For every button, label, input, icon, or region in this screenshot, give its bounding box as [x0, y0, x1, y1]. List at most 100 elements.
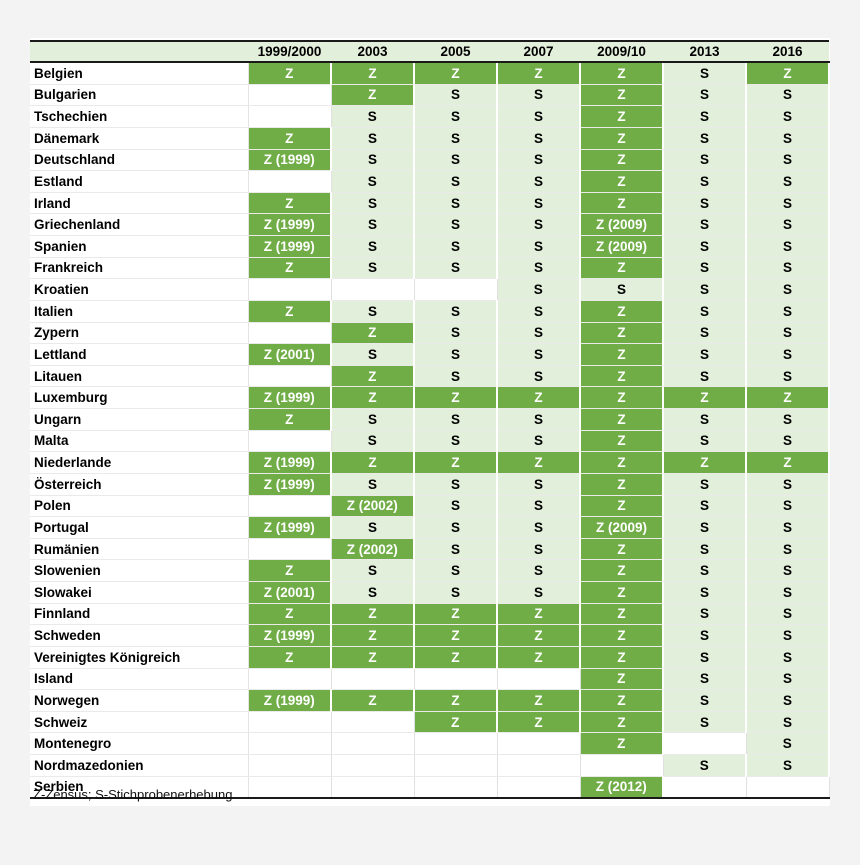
- zensus-cell: Z: [580, 538, 664, 561]
- country-cell: Finnland: [30, 603, 249, 626]
- stichprobe-cell: S: [414, 408, 498, 431]
- empty-cell: [663, 776, 747, 800]
- empty-cell: [414, 278, 498, 301]
- stichprobe-cell: S: [663, 62, 747, 85]
- zensus-cell: Z: [580, 62, 664, 85]
- zensus-cell: Z: [580, 365, 664, 388]
- zensus-cell: Z: [331, 365, 415, 388]
- stichprobe-cell: S: [746, 603, 830, 626]
- stichprobe-cell: S: [497, 213, 581, 236]
- stichprobe-cell: S: [414, 300, 498, 323]
- stichprobe-cell: S: [497, 343, 581, 366]
- stichprobe-cell: S: [497, 495, 581, 518]
- stichprobe-cell: S: [414, 559, 498, 582]
- stichprobe-cell: S: [497, 127, 581, 150]
- stichprobe-cell: S: [331, 235, 415, 258]
- stichprobe-cell: S: [414, 581, 498, 604]
- header-year: 2016: [746, 40, 829, 63]
- country-cell: Slowenien: [30, 559, 249, 582]
- stichprobe-cell: S: [746, 365, 830, 388]
- zensus-cell: Z: [580, 343, 664, 366]
- empty-cell: [248, 365, 332, 388]
- country-cell: Dänemark: [30, 127, 249, 150]
- table-row: Tschechien S S S Z S S: [30, 105, 830, 128]
- empty-cell: [331, 668, 415, 691]
- stichprobe-cell: S: [746, 732, 830, 755]
- zensus-cell: Z (1999): [248, 235, 332, 258]
- zensus-cell: Z: [580, 495, 664, 518]
- stichprobe-cell: S: [497, 322, 581, 345]
- country-cell: Zypern: [30, 322, 249, 345]
- zensus-cell: Z: [663, 386, 747, 409]
- zensus-cell: Z (1999): [248, 624, 332, 647]
- table-row: Serbien Z (2012): [30, 776, 830, 800]
- stichprobe-cell: S: [746, 322, 830, 345]
- stichprobe-cell: S: [414, 170, 498, 193]
- zensus-cell: Z: [331, 646, 415, 669]
- table-row: Montenegro Z S: [30, 732, 830, 755]
- stichprobe-cell: S: [746, 495, 830, 518]
- stichprobe-cell: S: [497, 235, 581, 258]
- stichprobe-cell: S: [746, 213, 830, 236]
- stichprobe-cell: S: [663, 170, 747, 193]
- stichprobe-cell: S: [497, 257, 581, 280]
- stichprobe-cell: S: [331, 408, 415, 431]
- stichprobe-cell: S: [746, 668, 830, 691]
- zensus-cell: Z: [414, 646, 498, 669]
- stichprobe-cell: S: [663, 754, 747, 777]
- zensus-cell: Z: [580, 581, 664, 604]
- stichprobe-cell: S: [331, 127, 415, 150]
- table-row: Estland S S S Z S S: [30, 170, 830, 193]
- stichprobe-cell: S: [746, 278, 830, 301]
- table-row: Island Z S S: [30, 668, 830, 691]
- zensus-cell: Z: [580, 192, 664, 215]
- zensus-cell: Z: [580, 732, 664, 755]
- stichprobe-cell: S: [663, 127, 747, 150]
- zensus-cell: Z: [331, 62, 415, 85]
- zensus-cell: Z: [580, 257, 664, 280]
- stichprobe-cell: S: [663, 408, 747, 431]
- header-year: 1999/2000: [248, 40, 331, 63]
- stichprobe-cell: S: [414, 213, 498, 236]
- country-cell: Island: [30, 668, 249, 691]
- table-body: Belgien Z Z Z Z Z S Z Bulgarien Z S S Z S S Tschechien S…: [30, 62, 830, 800]
- header-year: 2003: [331, 40, 414, 63]
- country-cell: Tschechien: [30, 105, 249, 128]
- empty-cell: [414, 732, 498, 755]
- stichprobe-cell: S: [331, 559, 415, 582]
- header-row: 1999/2000 2003 2005 2007 2009/10 2013 2016: [30, 40, 829, 63]
- zensus-cell: Z: [414, 62, 498, 85]
- stichprobe-cell: S: [497, 170, 581, 193]
- stichprobe-cell: S: [663, 581, 747, 604]
- country-cell: Frankreich: [30, 257, 249, 280]
- zensus-cell: Z: [580, 84, 664, 107]
- table-row: Slowakei Z (2001) S S S Z S S: [30, 581, 830, 604]
- empty-cell: [497, 754, 581, 777]
- country-cell: Malta: [30, 430, 249, 453]
- empty-cell: [248, 668, 332, 691]
- zensus-cell: Z: [580, 322, 664, 345]
- zensus-cell: Z: [331, 451, 415, 474]
- zensus-cell: Z: [580, 473, 664, 496]
- stichprobe-cell: S: [663, 343, 747, 366]
- stichprobe-cell: S: [414, 192, 498, 215]
- stichprobe-cell: S: [663, 192, 747, 215]
- zensus-cell: Z: [414, 603, 498, 626]
- stichprobe-cell: S: [331, 473, 415, 496]
- empty-cell: [248, 278, 332, 301]
- stichprobe-cell: S: [414, 538, 498, 561]
- zensus-cell: Z: [580, 603, 664, 626]
- legend-text: Z-Zensus; S-Stichprobenerhebung: [33, 787, 233, 802]
- stichprobe-cell: S: [663, 646, 747, 669]
- stichprobe-cell: S: [663, 711, 747, 734]
- zensus-cell: Z: [497, 62, 581, 85]
- zensus-cell: Z: [414, 386, 498, 409]
- stichprobe-cell: S: [746, 538, 830, 561]
- country-cell: Italien: [30, 300, 249, 323]
- zensus-cell: Z: [248, 192, 332, 215]
- zensus-cell: Z: [580, 624, 664, 647]
- stichprobe-cell: S: [746, 559, 830, 582]
- zensus-cell: Z: [331, 84, 415, 107]
- country-cell: Nordmazedonien: [30, 754, 249, 777]
- country-cell: Luxemburg: [30, 386, 249, 409]
